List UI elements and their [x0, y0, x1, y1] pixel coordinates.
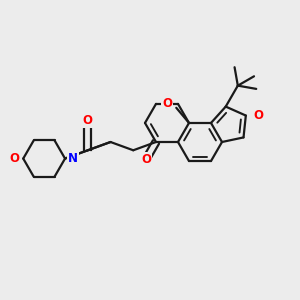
Text: N: N — [68, 152, 78, 165]
Text: O: O — [83, 114, 93, 127]
Text: O: O — [9, 152, 19, 165]
Text: O: O — [141, 153, 151, 166]
Text: O: O — [254, 109, 264, 122]
Text: O: O — [162, 98, 172, 110]
